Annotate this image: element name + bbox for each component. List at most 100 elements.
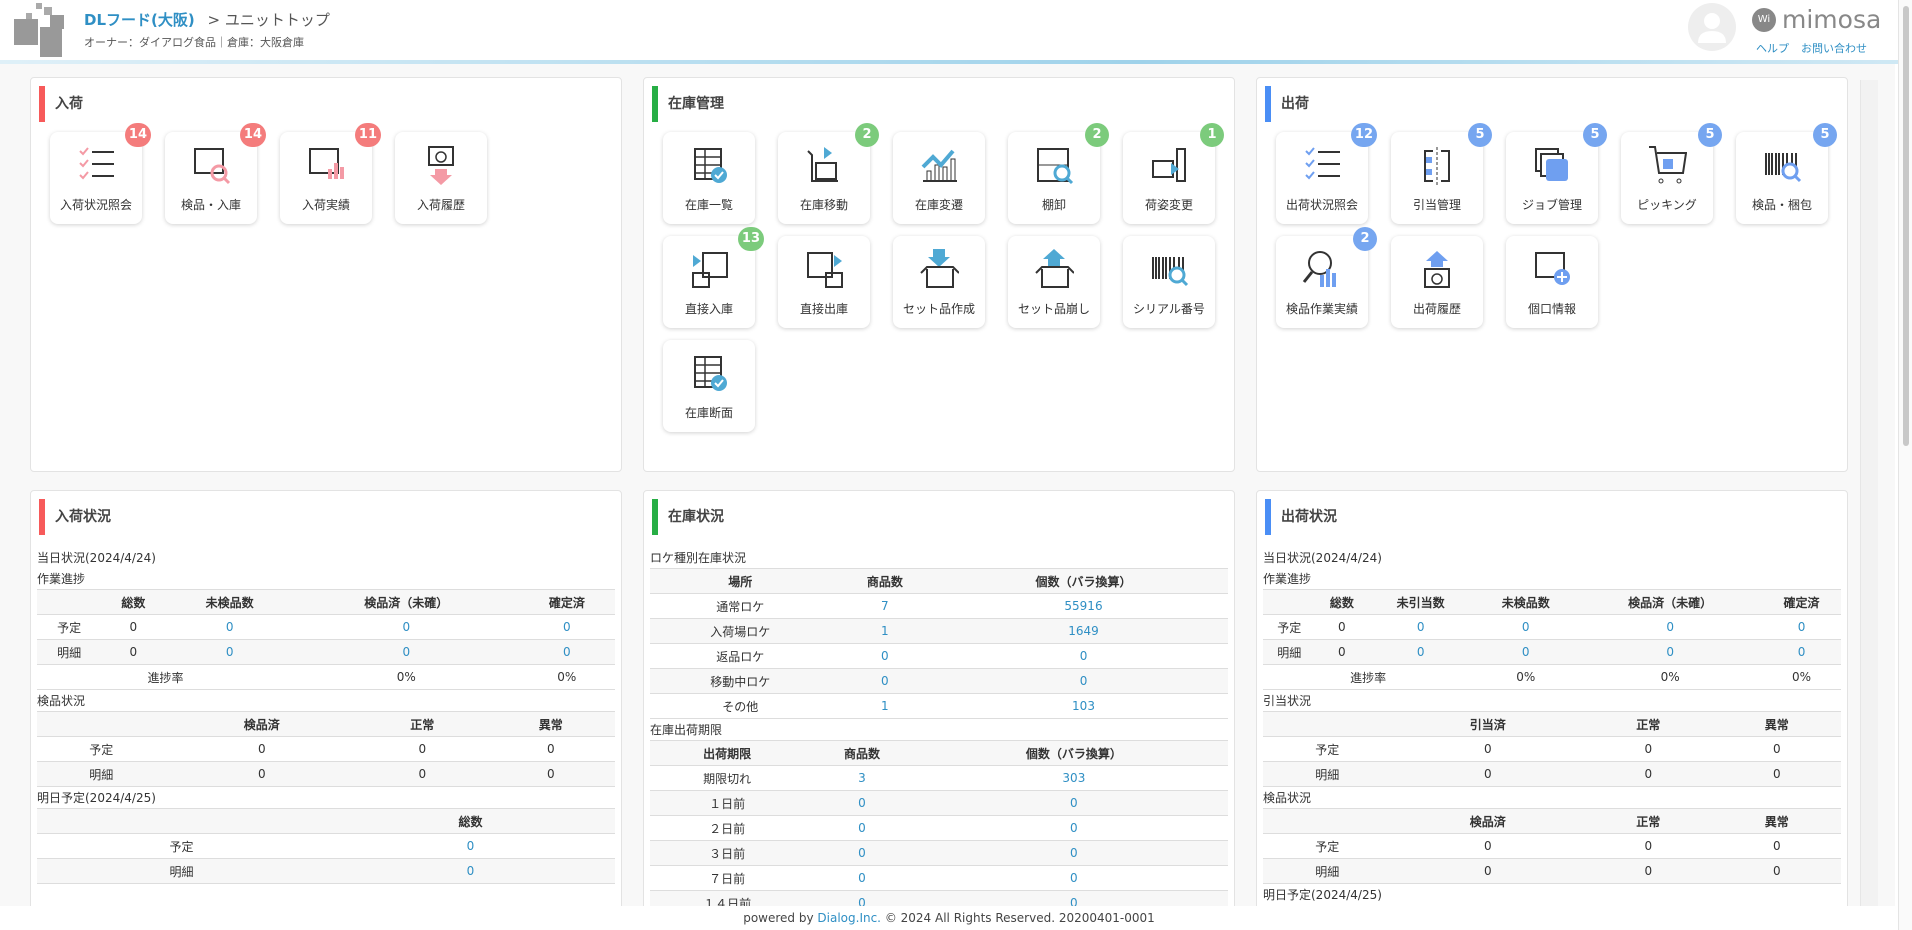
menu-tile-outbound-0[interactable]: 出荷状況照会 12 bbox=[1276, 123, 1377, 224]
count-link[interactable]: 0 bbox=[1578, 639, 1763, 665]
table-cell: 0 bbox=[486, 736, 615, 762]
count-link[interactable]: 0 bbox=[293, 639, 519, 665]
table-cell: 0 bbox=[165, 736, 359, 762]
tile-label: 出荷状況照会 bbox=[1285, 198, 1358, 212]
header-divider bbox=[0, 60, 1900, 64]
help-link[interactable]: ヘルプ bbox=[1756, 42, 1789, 55]
menu-tile-inventory-10[interactable]: 在庫断面 bbox=[663, 340, 755, 432]
menu-tile-inbound-2[interactable]: 入荷実績 11 bbox=[280, 123, 381, 224]
table-row: 明細 0 0 0 bbox=[1263, 761, 1841, 787]
count-link[interactable]: 0 bbox=[830, 643, 940, 669]
menu-tile-outbound-7[interactable]: 個口情報 bbox=[1506, 236, 1598, 328]
menu-tile-inventory-6[interactable]: 直接出庫 bbox=[778, 236, 870, 328]
count-link[interactable]: 0 bbox=[919, 790, 1228, 816]
column-header: 検品済（未確） bbox=[1578, 589, 1763, 615]
menu-tile-inventory-2[interactable]: 在庫変遷 bbox=[893, 132, 985, 224]
count-link[interactable]: 0 bbox=[165, 639, 294, 665]
table-cell: 0 bbox=[1584, 736, 1713, 762]
count-link[interactable]: 1 bbox=[830, 618, 940, 644]
table-cell: 0 bbox=[1712, 833, 1841, 859]
breadcrumb-unit-link[interactable]: DLフード(大阪) bbox=[84, 11, 195, 29]
contact-link[interactable]: お問い合わせ bbox=[1801, 42, 1867, 55]
row-label: 明細 bbox=[37, 639, 102, 665]
table-row: ７日前 0 0 bbox=[650, 865, 1228, 891]
count-link[interactable]: 0 bbox=[326, 833, 615, 859]
menu-tile-outbound-4[interactable]: 検品・梱包 5 bbox=[1736, 123, 1837, 224]
menu-tile-outbound-3[interactable]: ピッキング 5 bbox=[1621, 123, 1722, 224]
count-link[interactable]: 0 bbox=[1762, 614, 1841, 640]
count-link[interactable]: 0 bbox=[919, 815, 1228, 841]
menu-tile-outbound-5[interactable]: 検品作業実績 2 bbox=[1276, 227, 1377, 328]
count-link[interactable]: 0 bbox=[1762, 639, 1841, 665]
count-link[interactable]: 0 bbox=[804, 790, 920, 816]
menu-tile-inventory-5[interactable]: 直接入庫 13 bbox=[663, 227, 764, 328]
brand-mark: Wi bbox=[1752, 7, 1776, 32]
app-logo[interactable] bbox=[14, 3, 72, 57]
count-link[interactable]: 3 bbox=[804, 765, 920, 791]
menu-tile-inventory-0[interactable]: 在庫一覧 bbox=[663, 132, 755, 224]
menu-tile-inventory-8[interactable]: セット品崩し bbox=[1008, 236, 1100, 328]
count-link[interactable]: 0 bbox=[804, 865, 920, 891]
menu-tile-inventory-4[interactable]: 荷姿変更 1 bbox=[1123, 123, 1224, 224]
table-header-row: 総数 bbox=[37, 808, 615, 834]
count-link[interactable]: 0 bbox=[1473, 639, 1579, 665]
company-link[interactable]: Dialog.Inc. bbox=[817, 911, 881, 925]
column-header: 検品済 bbox=[1391, 808, 1585, 834]
count-link[interactable]: 55916 bbox=[939, 593, 1228, 619]
menu-tile-outbound-2[interactable]: ジョブ管理 5 bbox=[1506, 123, 1607, 224]
page-scrollbar-thumb[interactable] bbox=[1903, 6, 1909, 446]
row-label: 予定 bbox=[1263, 736, 1392, 762]
breadcrumb-separator: > bbox=[207, 11, 221, 29]
table-row: 予定 0 0 0 0 bbox=[37, 614, 615, 640]
count-link[interactable]: 0 bbox=[518, 639, 615, 665]
user-avatar[interactable] bbox=[1688, 3, 1736, 51]
count-link[interactable]: 303 bbox=[919, 765, 1228, 791]
count-link[interactable]: 0 bbox=[919, 865, 1228, 891]
count-link[interactable]: 1649 bbox=[939, 618, 1228, 644]
count-link[interactable]: 0 bbox=[165, 614, 294, 640]
tile-label: 入荷状況照会 bbox=[59, 198, 132, 212]
status-panel-inbound: 入荷状況 当日状況(2024/4/24) 作業進捗 総数 未検品数 検品済（未確） 確定済予… bbox=[30, 490, 622, 930]
count-link[interactable]: 0 bbox=[1473, 614, 1579, 640]
column-header: 異常 bbox=[1712, 808, 1841, 834]
count-link[interactable]: 0 bbox=[1578, 614, 1763, 640]
menu-tile-inventory-1[interactable]: 在庫移動 2 bbox=[778, 123, 879, 224]
menu-tile-inventory-3[interactable]: 棚卸 2 bbox=[1008, 123, 1109, 224]
search-chart-icon bbox=[1302, 251, 1336, 287]
count-link[interactable]: 0 bbox=[518, 614, 615, 640]
menu-panel-outbound: 出荷 出荷状況照会 12 引当管理 5 ジョブ管理 5 ピッキング 5 検品・梱包 5 検品作業実績 2… bbox=[1256, 77, 1848, 472]
table-cell: 0% bbox=[518, 664, 615, 690]
table-cell: 0 bbox=[1391, 761, 1585, 787]
count-link[interactable]: 0 bbox=[1368, 639, 1474, 665]
count-link[interactable]: 0 bbox=[293, 614, 519, 640]
count-link[interactable]: 7 bbox=[830, 593, 940, 619]
count-link[interactable]: 0 bbox=[1368, 614, 1474, 640]
table-header-row: 引当済 正常 異常 bbox=[1263, 711, 1841, 737]
menu-tile-inventory-7[interactable]: セット品作成 bbox=[893, 236, 985, 328]
count-link[interactable]: 0 bbox=[830, 668, 940, 694]
menu-tile-outbound-6[interactable]: 出荷履歴 bbox=[1391, 236, 1483, 328]
count-link[interactable]: 0 bbox=[919, 840, 1228, 866]
count-link[interactable]: 0 bbox=[804, 815, 920, 841]
menu-tile-inbound-1[interactable]: 検品・入庫 14 bbox=[165, 123, 266, 224]
row-label: １日前 bbox=[650, 790, 805, 816]
checklist-icon bbox=[79, 147, 114, 180]
table-header-row: 総数 未引当数 未検品数 検品済（未確） 確定済 bbox=[1263, 589, 1841, 615]
count-link[interactable]: 0 bbox=[326, 858, 615, 884]
table-cell: 0 bbox=[486, 761, 615, 787]
count-link[interactable]: 0 bbox=[939, 643, 1228, 669]
inner-scrollbar[interactable] bbox=[1860, 80, 1878, 910]
count-link[interactable]: 103 bbox=[939, 693, 1228, 719]
count-link[interactable]: 0 bbox=[804, 840, 920, 866]
tile-label: 検品・入庫 bbox=[180, 198, 241, 212]
menu-tile-inbound-0[interactable]: 入荷状況照会 14 bbox=[50, 123, 151, 224]
table-cell: 0 bbox=[165, 761, 359, 787]
column-header: 個数（バラ換算） bbox=[939, 568, 1228, 594]
count-link[interactable]: 0 bbox=[939, 668, 1228, 694]
menu-tile-inbound-3[interactable]: 入荷履歴 bbox=[395, 132, 487, 224]
barcode-search-icon bbox=[1152, 257, 1189, 287]
cart-icon bbox=[1649, 146, 1687, 184]
count-link[interactable]: 1 bbox=[830, 693, 940, 719]
menu-tile-outbound-1[interactable]: 引当管理 5 bbox=[1391, 123, 1492, 224]
menu-tile-inventory-9[interactable]: シリアル番号 bbox=[1123, 236, 1215, 328]
